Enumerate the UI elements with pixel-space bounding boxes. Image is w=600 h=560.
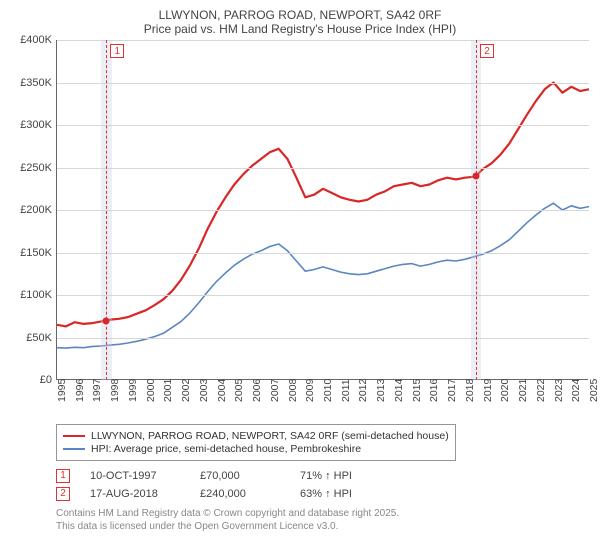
legend-box: LLWYNON, PARROG ROAD, NEWPORT, SA42 0RF … [56,424,456,461]
x-tick-label: 2019 [482,379,494,402]
gridline [57,83,589,84]
legend-row: HPI: Average price, semi-detached house,… [63,443,449,455]
x-tick-label: 2005 [233,379,245,402]
marker-line [476,40,477,380]
marker-number-box: 2 [480,44,494,58]
y-tick-label: £100K [20,289,52,301]
x-tick-label: 2015 [411,379,423,402]
footer-line2: This data is licensed under the Open Gov… [56,520,588,533]
x-tick-label: 1999 [127,379,139,402]
legend-swatch [63,435,85,437]
legend-row: LLWYNON, PARROG ROAD, NEWPORT, SA42 0RF … [63,430,449,442]
gridline [57,210,589,211]
transaction-hpi-delta: 63% ↑ HPI [300,488,390,500]
gridline [57,253,589,254]
gridline [57,295,589,296]
chart-titles: LLWYNON, PARROG ROAD, NEWPORT, SA42 0RF … [12,8,588,36]
y-tick-label: £0 [40,374,52,386]
x-tick-label: 2016 [428,379,440,402]
x-tick-label: 2014 [393,379,405,402]
transaction-marker-box: 1 [56,469,70,483]
chart-area: £0£50K£100K£150K£200K£250K£300K£350K£400… [12,40,588,420]
x-axis-labels: 1995 1996 1997 1998 1999 2000 2001 2002 2003 2004… [56,380,588,420]
price-point-dot [103,317,110,324]
x-tick-label: 2006 [251,379,263,402]
y-tick-label: £350K [20,77,52,89]
y-tick-label: £250K [20,162,52,174]
y-tick-label: £50K [26,332,52,344]
x-tick-label: 2020 [499,379,511,402]
x-tick-label: 2018 [464,379,476,402]
x-tick-label: 2011 [340,379,352,402]
x-tick-label: 2017 [446,379,458,402]
legend-swatch [63,448,85,450]
x-tick-label: 2004 [216,379,228,402]
transaction-date: 17-AUG-2018 [90,488,180,500]
y-tick-label: £300K [20,119,52,131]
transactions-table: 1 10-OCT-1997 £70,000 71% ↑ HPI 2 17-AUG-2018… [56,469,588,501]
series-line [57,203,589,348]
transaction-row: 1 10-OCT-1997 £70,000 71% ↑ HPI [56,469,588,483]
x-tick-label: 2003 [198,379,210,402]
x-tick-label: 2022 [535,379,547,402]
transaction-marker-box: 2 [56,487,70,501]
x-tick-label: 2007 [269,379,281,402]
y-tick-label: £150K [20,247,52,259]
x-tick-label: 2013 [375,379,387,402]
gridline [57,168,589,169]
x-tick-label: 2009 [304,379,316,402]
series-line [57,83,589,327]
x-tick-label: 2023 [553,379,565,402]
x-tick-label: 2001 [162,379,174,402]
x-tick-label: 2010 [322,379,334,402]
y-axis-labels: £0£50K£100K£150K£200K£250K£300K£350K£400… [12,40,56,380]
y-tick-label: £400K [20,34,52,46]
attribution-footer: Contains HM Land Registry data © Crown c… [56,507,588,533]
gridline [57,125,589,126]
x-tick-label: 2008 [287,379,299,402]
transaction-price: £240,000 [200,488,280,500]
plot-area: 12 [56,40,588,380]
footer-line1: Contains HM Land Registry data © Crown c… [56,507,588,520]
chart-container: LLWYNON, PARROG ROAD, NEWPORT, SA42 0RF … [0,0,600,560]
x-tick-label: 1995 [56,379,68,402]
x-tick-label: 2021 [517,379,529,402]
transaction-date: 10-OCT-1997 [90,470,180,482]
x-tick-label: 1996 [74,379,86,402]
transaction-hpi-delta: 71% ↑ HPI [300,470,390,482]
marker-line [106,40,107,380]
transaction-row: 2 17-AUG-2018 £240,000 63% ↑ HPI [56,487,588,501]
y-tick-label: £200K [20,204,52,216]
marker-number-box: 1 [110,44,124,58]
x-tick-label: 2012 [357,379,369,402]
legend-label: LLWYNON, PARROG ROAD, NEWPORT, SA42 0RF … [91,430,449,442]
gridline [57,40,589,41]
title-subtitle: Price paid vs. HM Land Registry's House … [12,22,588,36]
x-tick-label: 2024 [570,379,582,402]
transaction-price: £70,000 [200,470,280,482]
price-point-dot [473,173,480,180]
x-tick-label: 2002 [180,379,192,402]
x-tick-label: 1998 [109,379,121,402]
x-tick-label: 1997 [91,379,103,402]
title-address: LLWYNON, PARROG ROAD, NEWPORT, SA42 0RF [12,8,588,22]
x-tick-label: 2000 [145,379,157,402]
gridline [57,338,589,339]
legend-label: HPI: Average price, semi-detached house,… [91,443,361,455]
x-tick-label: 2025 [588,379,600,402]
